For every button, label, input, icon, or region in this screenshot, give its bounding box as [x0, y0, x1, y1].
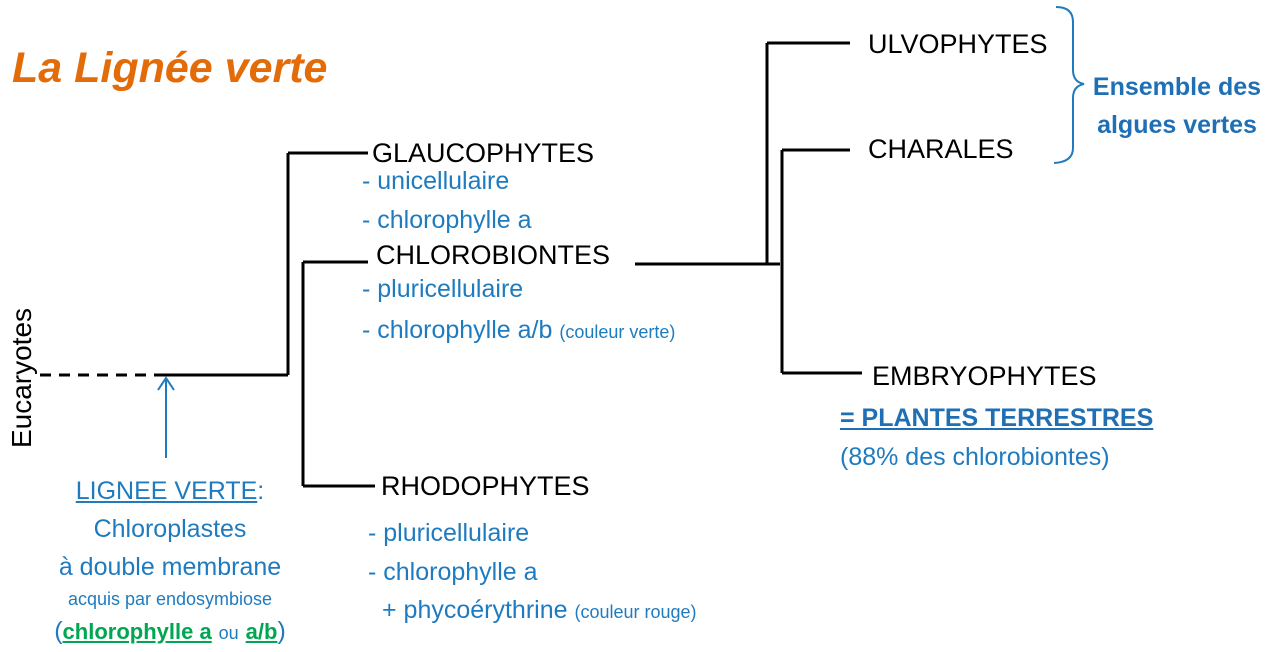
- glaucophytes-trait-2: - chlorophylle a: [362, 206, 532, 234]
- lignee-verte-ou: ou: [218, 623, 239, 643]
- chlorobiontes-trait-2-text: - chlorophylle a/b: [362, 316, 553, 344]
- lignee-verte-line-3: à double membrane: [58, 553, 282, 581]
- rhodophytes-trait-3: + phycoérythrine (couleur rouge): [382, 596, 697, 625]
- lignee-verte-heading: LIGNEE VERTE: [75, 477, 258, 505]
- embryophytes-percent-note: (88% des chlorobiontes): [840, 443, 1110, 471]
- taxon-embryophytes: EMBRYOPHYTES: [872, 361, 1097, 391]
- rhodophytes-trait-1: - pluricellulaire: [368, 519, 530, 547]
- page-title: La Lignée verte: [12, 44, 328, 92]
- lignee-verte-line-5: (chlorophylle a ou a/b): [20, 612, 320, 652]
- lignee-verte-chl-a: chlorophylle a: [62, 619, 212, 644]
- embryophytes-equals-plantes-terrestres: = PLANTES TERRESTRES: [840, 404, 1154, 432]
- lignee-verte-close-paren: ): [277, 617, 286, 645]
- chlorobiontes-trait-1: - pluricellulaire: [362, 275, 524, 303]
- lignee-verte-heading-line: LIGNEE VERTE:: [20, 472, 320, 510]
- glaucophytes-trait-1: - unicellulaire: [362, 167, 510, 195]
- chlorobiontes-trait-2: - chlorophylle a/b (couleur verte): [362, 316, 675, 345]
- taxon-rhodophytes: RHODOPHYTES: [381, 471, 590, 501]
- chlorobiontes-trait-2-note: (couleur verte): [559, 322, 676, 342]
- algae-brace: [1053, 6, 1085, 164]
- lignee-verte-line-2: Chloroplastes: [93, 515, 247, 543]
- rhodophytes-trait-2: - chlorophylle a: [368, 558, 538, 586]
- lignee-verte-arrow-head: [157, 376, 175, 391]
- lignee-verte-line-4: acquis par endosymbiose: [67, 589, 273, 609]
- root-label-eucaryotes: Eucaryotes: [6, 307, 37, 449]
- taxon-glaucophytes: GLAUCOPHYTES: [372, 138, 595, 168]
- taxon-chlorobiontes: CHLOROBIONTES: [376, 240, 611, 270]
- lignee-verte-open-paren: (: [54, 617, 63, 645]
- lignee-verte-colon: :: [257, 477, 265, 505]
- lignee-verte-caption: LIGNEE VERTE: Chloroplastes à double mem…: [20, 472, 320, 652]
- algae-group-line-1: Ensemble des: [1092, 73, 1262, 101]
- algae-group-line-2: algues vertes: [1097, 111, 1257, 139]
- taxon-ulvophytes: ULVOPHYTES: [868, 29, 1048, 59]
- rhodophytes-trait-3-note: (couleur rouge): [574, 602, 697, 622]
- rhodophytes-trait-3-text: + phycoérythrine: [382, 596, 568, 624]
- algae-group-label: Ensemble des algues vertes: [1086, 68, 1268, 144]
- taxon-charales: CHARALES: [868, 134, 1014, 164]
- lignee-verte-chl-ab: a/b: [245, 619, 278, 644]
